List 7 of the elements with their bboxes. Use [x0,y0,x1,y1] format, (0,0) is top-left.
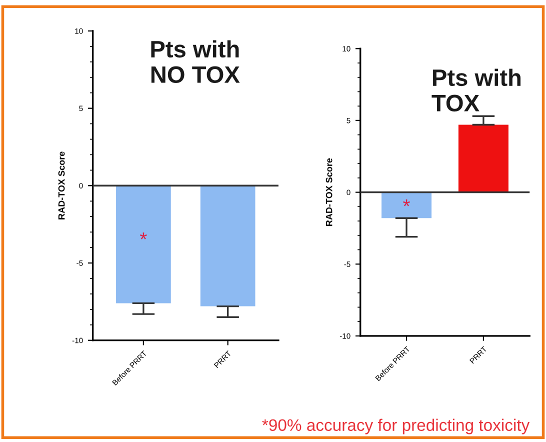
annotation: * [140,232,147,240]
annotation: * [403,199,410,206]
text: Pts with NO TOX [151,40,240,83]
y-axis-title: RAD-TOX Score [58,152,65,220]
y-axis-title: RAD-TOX Score [326,158,332,226]
text: *90% accuracy for predicting toxicity [262,418,530,434]
text: Pts with TOX [432,68,520,112]
